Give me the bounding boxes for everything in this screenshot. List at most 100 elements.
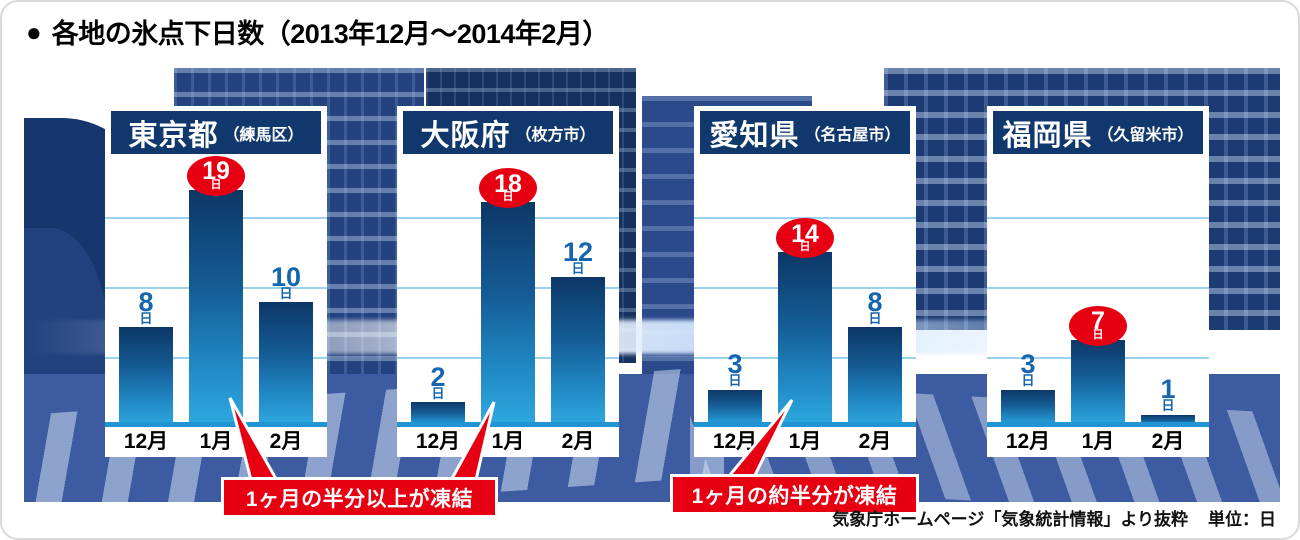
region-name: 福岡県	[1002, 119, 1093, 152]
callout-box: 1ヶ月の約半分が凍結	[670, 474, 919, 515]
panel-header: 福岡県 （久留米市）	[993, 111, 1203, 154]
page-title: 各地の氷点下日数（2013年12月～2014年2月）	[51, 19, 610, 49]
bar-value-unit: 日	[728, 373, 742, 389]
bar-value-label: 10 日	[270, 261, 302, 301]
bar-value-number: 2	[430, 361, 446, 392]
x-axis-label: 12月	[712, 430, 758, 453]
x-axis-label: 2月	[561, 430, 595, 453]
bar-slot: 14 日	[776, 154, 834, 427]
highlight-badge: 14 日	[776, 218, 834, 258]
bar	[259, 302, 313, 427]
bar-value-number: 18	[494, 169, 522, 198]
x-axis-label: 12月	[123, 430, 169, 453]
bar	[119, 327, 173, 427]
callout-text: 1ヶ月の半分以上が凍結	[245, 487, 474, 511]
unit-note: 単位：日	[1208, 510, 1276, 529]
x-axis-label: 1月	[199, 430, 233, 453]
bar-value-unit: 日	[799, 241, 811, 254]
bar-value-unit: 日	[139, 310, 153, 326]
source-note: 気象庁ホームページ「気象統計情報」より抜粋	[832, 510, 1188, 529]
bar-value-number: 3	[1020, 349, 1036, 380]
plot-area: 8 日 19 日 10 日	[105, 154, 327, 427]
region-name: 東京都	[128, 119, 219, 152]
bar-value-number: 7	[1091, 307, 1105, 335]
bar-value-unit: 日	[1161, 398, 1175, 414]
bar-value-number: 8	[867, 286, 883, 317]
bar	[848, 327, 902, 427]
callout-box: 1ヶ月の半分以上が凍結	[221, 477, 498, 518]
x-axis-label: 2月	[1151, 430, 1185, 453]
x-axis-label: 1月	[491, 430, 525, 453]
bar	[189, 189, 243, 427]
title-row: ● 各地の氷点下日数（2013年12月～2014年2月）	[26, 12, 609, 51]
plot-area: 2 日 18 日 12 日	[397, 154, 619, 427]
bar	[1001, 389, 1055, 427]
gridline	[987, 217, 1209, 219]
bar-value-number: 19	[202, 157, 230, 185]
chart-panel: 大阪府 （枚方市） 2 日 18 日 12 日 12月 1月 2月	[397, 106, 619, 457]
area-name: （名古屋市）	[804, 126, 901, 144]
x-axis-baseline	[105, 422, 327, 427]
bar-value-number: 10	[270, 261, 302, 292]
bar-value-number: 14	[791, 219, 819, 248]
area-name: （枚方市）	[515, 126, 596, 144]
x-axis-label: 2月	[858, 430, 892, 453]
bar-value-unit: 日	[502, 191, 514, 204]
bar-value-label: 12 日	[562, 236, 594, 276]
chart-panel: 愛知県 （名古屋市） 3 日 14 日 8 日 12月 1月 2月	[694, 106, 916, 457]
bar-slot: 19 日	[187, 154, 245, 427]
x-axis-label: 12月	[1005, 430, 1051, 453]
x-axis-label: 2月	[269, 430, 303, 453]
plot-area: 3 日 14 日 8 日	[694, 154, 916, 427]
bar	[551, 277, 605, 427]
bar-value-unit: 日	[279, 285, 293, 301]
bar	[1071, 339, 1125, 427]
x-axis-labels: 12月 1月 2月	[694, 427, 916, 457]
area-name: （練馬区）	[223, 126, 304, 144]
x-axis-label: 1月	[1081, 430, 1115, 453]
gridline	[987, 287, 1209, 289]
bar-slot: 18 日	[479, 154, 537, 427]
bar-value-unit: 日	[868, 310, 882, 326]
chart-panel: 東京都 （練馬区） 8 日 19 日 10 日 12月 1月 2月	[105, 106, 327, 457]
bars-row: 3 日 14 日 8 日	[694, 154, 916, 427]
x-axis-baseline	[694, 422, 916, 427]
region-name: 愛知県	[709, 119, 800, 152]
x-axis-label: 12月	[415, 430, 461, 453]
bar	[481, 202, 535, 427]
bar-value-unit: 日	[571, 260, 585, 276]
panel-header: 大阪府 （枚方市）	[403, 111, 613, 154]
x-axis-label: 1月	[788, 430, 822, 453]
panel-header: 愛知県 （名古屋市）	[700, 111, 910, 154]
bar-slot: 10 日	[257, 154, 315, 427]
bar-value-number: 3	[727, 349, 743, 380]
bar-value-number: 8	[138, 286, 154, 317]
area-name: （久留米市）	[1097, 126, 1194, 144]
bar-value-unit: 日	[1021, 373, 1035, 389]
source-row: 気象庁ホームページ「気象統計情報」より抜粋 単位：日	[832, 505, 1276, 530]
bar-value-number: 12	[562, 236, 594, 267]
region-name: 大阪府	[420, 119, 511, 152]
bars-row: 2 日 18 日 12 日	[397, 154, 619, 427]
bar-value-unit: 日	[210, 178, 222, 191]
callout-text: 1ヶ月の約半分が凍結	[691, 484, 898, 508]
x-axis-labels: 12月 1月 2月	[105, 427, 327, 457]
bar-slot: 12 日	[549, 154, 607, 427]
highlight-badge: 19 日	[187, 155, 245, 196]
